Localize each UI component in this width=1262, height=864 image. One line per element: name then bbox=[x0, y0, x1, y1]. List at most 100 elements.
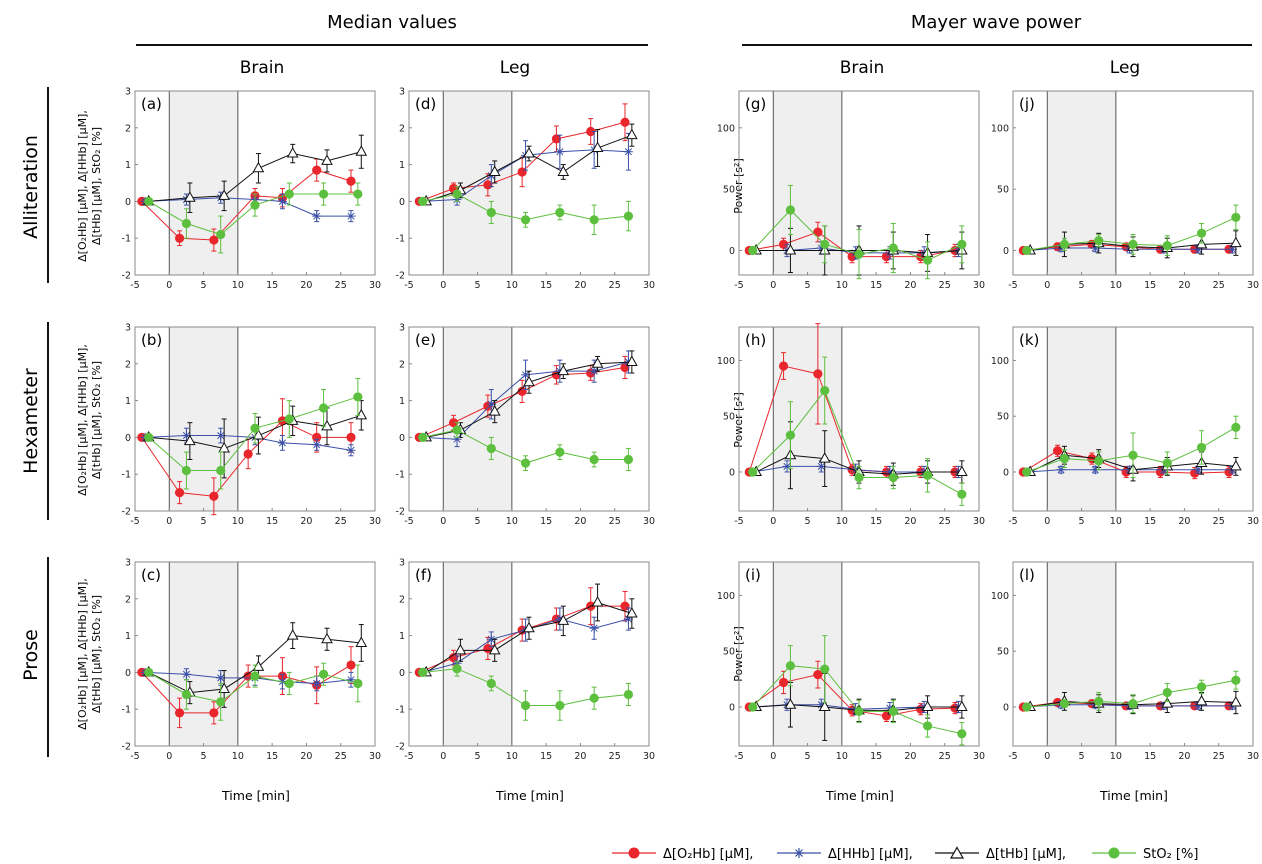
axes-frame bbox=[1012, 561, 1254, 747]
x-tick-label: 15 bbox=[870, 516, 882, 527]
x-tick-label: 0 bbox=[440, 516, 446, 527]
data-point bbox=[286, 629, 299, 640]
subheader-leg-power: Leg bbox=[1110, 58, 1140, 78]
x-tick-label: -5 bbox=[404, 280, 413, 291]
y-tick-label: -2 bbox=[122, 742, 131, 753]
median-ylabel-line1: Δ[O₂Hb] [μM], Δ[HHb] [μM], bbox=[76, 578, 89, 730]
legend-triangle-marker-icon bbox=[949, 846, 965, 859]
series bbox=[144, 662, 363, 721]
data-point bbox=[488, 643, 501, 655]
x-tick-label: 10 bbox=[1110, 280, 1122, 291]
y-tick-label: 1 bbox=[125, 396, 131, 407]
data-point bbox=[778, 239, 789, 249]
data-point bbox=[486, 443, 496, 454]
data-point bbox=[452, 664, 462, 674]
x-tick-label: 15 bbox=[266, 280, 278, 291]
x-tick-label: 0 bbox=[1044, 516, 1050, 527]
asterisk-stroke bbox=[487, 400, 495, 408]
panel-l: -5 0 5 10 15 20 25 30 0 50 100 (l) bbox=[991, 561, 1259, 762]
data-point bbox=[523, 621, 535, 633]
axes-frame bbox=[408, 326, 650, 512]
x-tick-label: 20 bbox=[1178, 280, 1190, 291]
data-point bbox=[813, 369, 823, 379]
data-point bbox=[626, 128, 638, 140]
x-tick-label: 0 bbox=[770, 751, 776, 762]
x-tick-label: 5 bbox=[475, 280, 481, 291]
data-point bbox=[1230, 236, 1242, 248]
data-point bbox=[250, 423, 260, 433]
data-point bbox=[1094, 236, 1104, 246]
y-tick-label: 0 bbox=[729, 467, 735, 478]
x-tick-label: 25 bbox=[939, 516, 951, 527]
y-tick-label: 0 bbox=[125, 668, 131, 679]
y-tick-label: 50 bbox=[723, 647, 735, 658]
data-point bbox=[181, 689, 192, 700]
data-point bbox=[555, 700, 565, 711]
data-point bbox=[1128, 450, 1138, 460]
panel-f: -5 0 5 10 15 20 25 30 -2 -1 0 1 2 3 (f) bbox=[396, 558, 656, 763]
data-point bbox=[1231, 675, 1241, 685]
x-tick-label: 15 bbox=[266, 516, 278, 527]
y-tick-label: 50 bbox=[997, 185, 1009, 196]
panel-e: -5 0 5 10 15 20 25 30 -2 -1 0 1 2 3 (e) bbox=[396, 323, 656, 528]
header-mayer-wave-power: Mayer wave power bbox=[911, 12, 1082, 33]
data-point bbox=[277, 438, 287, 448]
y-tick-label: 100 bbox=[991, 123, 1009, 134]
x-tick-label: 5 bbox=[201, 280, 207, 291]
data-point bbox=[1059, 699, 1070, 709]
x-tick-label: 25 bbox=[1213, 280, 1225, 291]
panel-k: -5 0 5 10 15 20 25 30 0 50 100 (k) bbox=[991, 326, 1259, 527]
x-tick-label: 25 bbox=[335, 751, 347, 762]
data-point bbox=[1161, 697, 1174, 708]
panel-label: (i) bbox=[745, 566, 761, 584]
data-point bbox=[216, 465, 226, 476]
data-point bbox=[957, 489, 967, 499]
data-point bbox=[623, 689, 634, 700]
data-point bbox=[486, 678, 496, 689]
x-tick-label: 10 bbox=[232, 516, 244, 527]
data-point bbox=[488, 405, 501, 416]
data-point bbox=[181, 669, 191, 679]
data-point bbox=[1195, 694, 1208, 706]
asterisk-stroke bbox=[624, 148, 632, 156]
legend-item-hhb: Δ[HHb] [μM], bbox=[777, 847, 913, 862]
x-tick-label: -5 bbox=[1008, 516, 1017, 527]
data-point bbox=[216, 697, 226, 707]
data-point bbox=[218, 682, 230, 693]
y-tick-label: 2 bbox=[125, 594, 131, 605]
x-tick-label: 30 bbox=[1247, 280, 1259, 291]
xlabel-col1: Time [min] bbox=[221, 788, 290, 803]
data-point bbox=[626, 355, 638, 366]
x-tick-label: 25 bbox=[609, 516, 621, 527]
data-point bbox=[312, 165, 322, 175]
data-point bbox=[1231, 422, 1241, 432]
legend: Δ[O₂Hb] [μM], Δ[HHb] [μM], Δ[tHb] [μM], … bbox=[612, 846, 1198, 862]
data-point bbox=[1128, 699, 1138, 709]
x-tick-label: 0 bbox=[166, 516, 172, 527]
y-tick-label: 3 bbox=[125, 558, 131, 569]
data-point bbox=[778, 677, 789, 688]
x-tick-label: 15 bbox=[1144, 751, 1156, 762]
y-tick-label: 0 bbox=[399, 433, 405, 444]
x-tick-label: 10 bbox=[506, 751, 518, 762]
y-tick-label: 0 bbox=[1003, 467, 1009, 478]
data-point bbox=[209, 491, 219, 501]
data-point bbox=[555, 207, 565, 218]
data-point bbox=[216, 431, 226, 441]
y-tick-label: -1 bbox=[122, 470, 131, 481]
x-tick-label: 15 bbox=[870, 280, 882, 291]
data-point bbox=[321, 419, 333, 431]
x-tick-label: 20 bbox=[1178, 516, 1190, 527]
x-tick-label: 20 bbox=[574, 280, 586, 291]
data-point bbox=[346, 432, 356, 442]
data-point bbox=[486, 634, 496, 644]
x-tick-label: 25 bbox=[939, 751, 951, 762]
data-point bbox=[784, 243, 797, 255]
data-point bbox=[286, 147, 299, 158]
data-point bbox=[355, 408, 368, 420]
data-point bbox=[813, 670, 823, 680]
x-tick-label: 0 bbox=[770, 516, 776, 527]
x-tick-label: 5 bbox=[201, 751, 207, 762]
asterisk-stroke bbox=[590, 624, 598, 632]
